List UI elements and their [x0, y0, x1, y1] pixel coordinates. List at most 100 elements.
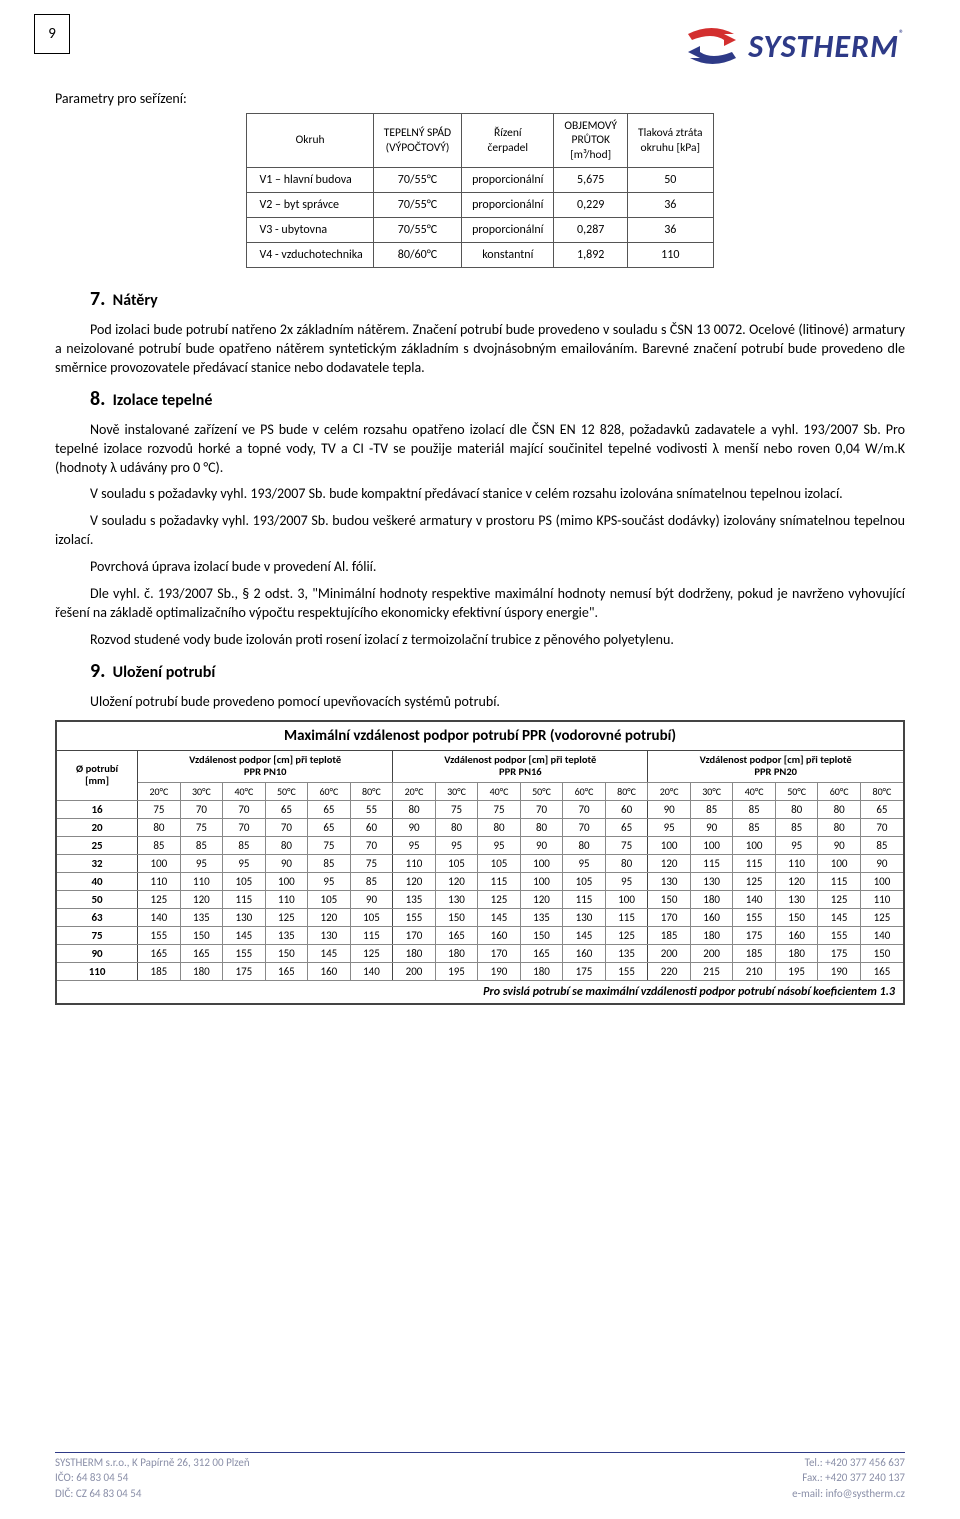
page-footer: SYSTHERM s.r.o., K Papírně 26, 312 00 Pl…	[55, 1452, 905, 1501]
cell: 80	[818, 800, 861, 818]
cell: 170	[648, 908, 691, 926]
cell: 155	[733, 908, 776, 926]
cell: V4 - vzduchotechnika	[247, 243, 373, 268]
param-intro-label: Parametry pro seřízení:	[55, 90, 905, 107]
cell: 140	[860, 926, 904, 944]
cell: 110	[393, 854, 436, 872]
cell: 190	[478, 962, 521, 980]
temp-header: 80°C	[350, 782, 393, 800]
cell: 165	[520, 944, 563, 962]
sec7-p1: Pod izolaci bude potrubí natřeno 2x zákl…	[55, 321, 905, 378]
cell: 80	[138, 818, 181, 836]
cell: 105	[350, 908, 393, 926]
cell: 70	[265, 818, 308, 836]
cell: 80	[775, 800, 818, 818]
cell: 125	[265, 908, 308, 926]
cell: 95	[223, 854, 266, 872]
temp-header: 80°C	[860, 782, 904, 800]
cell: 170	[393, 926, 436, 944]
sec8-p5: Dle vyhl. č. 193/2007 Sb., § 2 odst. 3, …	[55, 585, 905, 623]
cell: 70	[350, 836, 393, 854]
table-row: 1101851801751651601402001951901801751552…	[56, 962, 904, 980]
table-row: 6314013513012512010515515014513513011517…	[56, 908, 904, 926]
temp-header: 40°C	[223, 782, 266, 800]
cell: 135	[520, 908, 563, 926]
sec9: 9. Uložení potrubí	[55, 658, 905, 685]
page-number-box: 9	[34, 14, 70, 54]
cell: 150	[520, 926, 563, 944]
col-circuit: Okruh	[247, 114, 373, 168]
cell: 1,892	[554, 243, 628, 268]
cell: 80	[265, 836, 308, 854]
cell: 90	[648, 800, 691, 818]
diameter-cell: 32	[56, 854, 138, 872]
cell: 100	[520, 872, 563, 890]
cell: 150	[265, 944, 308, 962]
footer-dic: DIČ: CZ 64 83 04 54	[55, 1486, 250, 1501]
cell: 0,229	[554, 193, 628, 218]
cell: 120	[180, 890, 223, 908]
cell: 160	[308, 962, 351, 980]
cell: 175	[563, 962, 606, 980]
diameter-cell: 75	[56, 926, 138, 944]
cell: 135	[393, 890, 436, 908]
cell: 135	[605, 944, 648, 962]
cell: 135	[265, 926, 308, 944]
systherm-arrows-icon	[682, 22, 742, 70]
table-row: V1 – hlavní budova70/55°Cproporcionální5…	[247, 168, 713, 193]
cell: 125	[733, 872, 776, 890]
temp-header: 30°C	[690, 782, 733, 800]
cell: 60	[605, 800, 648, 818]
cell: 90	[690, 818, 733, 836]
diameter-cell: 20	[56, 818, 138, 836]
cell: 60	[350, 818, 393, 836]
cell: 85	[690, 800, 733, 818]
cell: 200	[690, 944, 733, 962]
cell: 75	[138, 800, 181, 818]
cell: 90	[818, 836, 861, 854]
cell: 125	[478, 890, 521, 908]
cell: 110	[265, 890, 308, 908]
pipe-table-footer: Pro svislá potrubí se maximální vzdáleno…	[56, 980, 904, 1004]
sec8-p3: V souladu s požadavky vyhl. 193/2007 Sb.…	[55, 512, 905, 550]
cell: 65	[308, 800, 351, 818]
pipe-table-title: Maximální vzdálenost podpor potrubí PPR …	[56, 721, 904, 751]
cell: 100	[648, 836, 691, 854]
cell: 70	[180, 800, 223, 818]
cell: 75	[435, 800, 478, 818]
cell: 120	[520, 890, 563, 908]
cell: 165	[180, 944, 223, 962]
cell: 75	[308, 836, 351, 854]
cell: 115	[478, 872, 521, 890]
cell: 70	[563, 800, 606, 818]
cell: 155	[605, 962, 648, 980]
cell: 145	[563, 926, 606, 944]
cell: 155	[393, 908, 436, 926]
cell: 145	[223, 926, 266, 944]
sec8: 8. Izolace tepelné	[55, 386, 905, 413]
cell: 95	[180, 854, 223, 872]
cell: 95	[563, 854, 606, 872]
cell: 95	[435, 836, 478, 854]
cell: 70	[860, 818, 904, 836]
cell: 185	[733, 944, 776, 962]
temp-header: 20°C	[138, 782, 181, 800]
cell: 5,675	[554, 168, 628, 193]
sec7-num: 7.	[90, 287, 105, 311]
cell: 180	[393, 944, 436, 962]
cell: 130	[223, 908, 266, 926]
table-row: 9016516515515014512518018017016516013520…	[56, 944, 904, 962]
temp-header: 40°C	[478, 782, 521, 800]
cell: 115	[350, 926, 393, 944]
cell: 70	[223, 800, 266, 818]
cell: 120	[435, 872, 478, 890]
cell: 145	[818, 908, 861, 926]
cell: 75	[605, 836, 648, 854]
cell: 115	[223, 890, 266, 908]
cell: 195	[775, 962, 818, 980]
cell: 180	[180, 962, 223, 980]
cell: proporcionální	[462, 193, 554, 218]
temp-header: 80°C	[605, 782, 648, 800]
table-row: 2585858580757095959590807510010010095908…	[56, 836, 904, 854]
table-row: 16757070656555807575707060908585808065	[56, 800, 904, 818]
